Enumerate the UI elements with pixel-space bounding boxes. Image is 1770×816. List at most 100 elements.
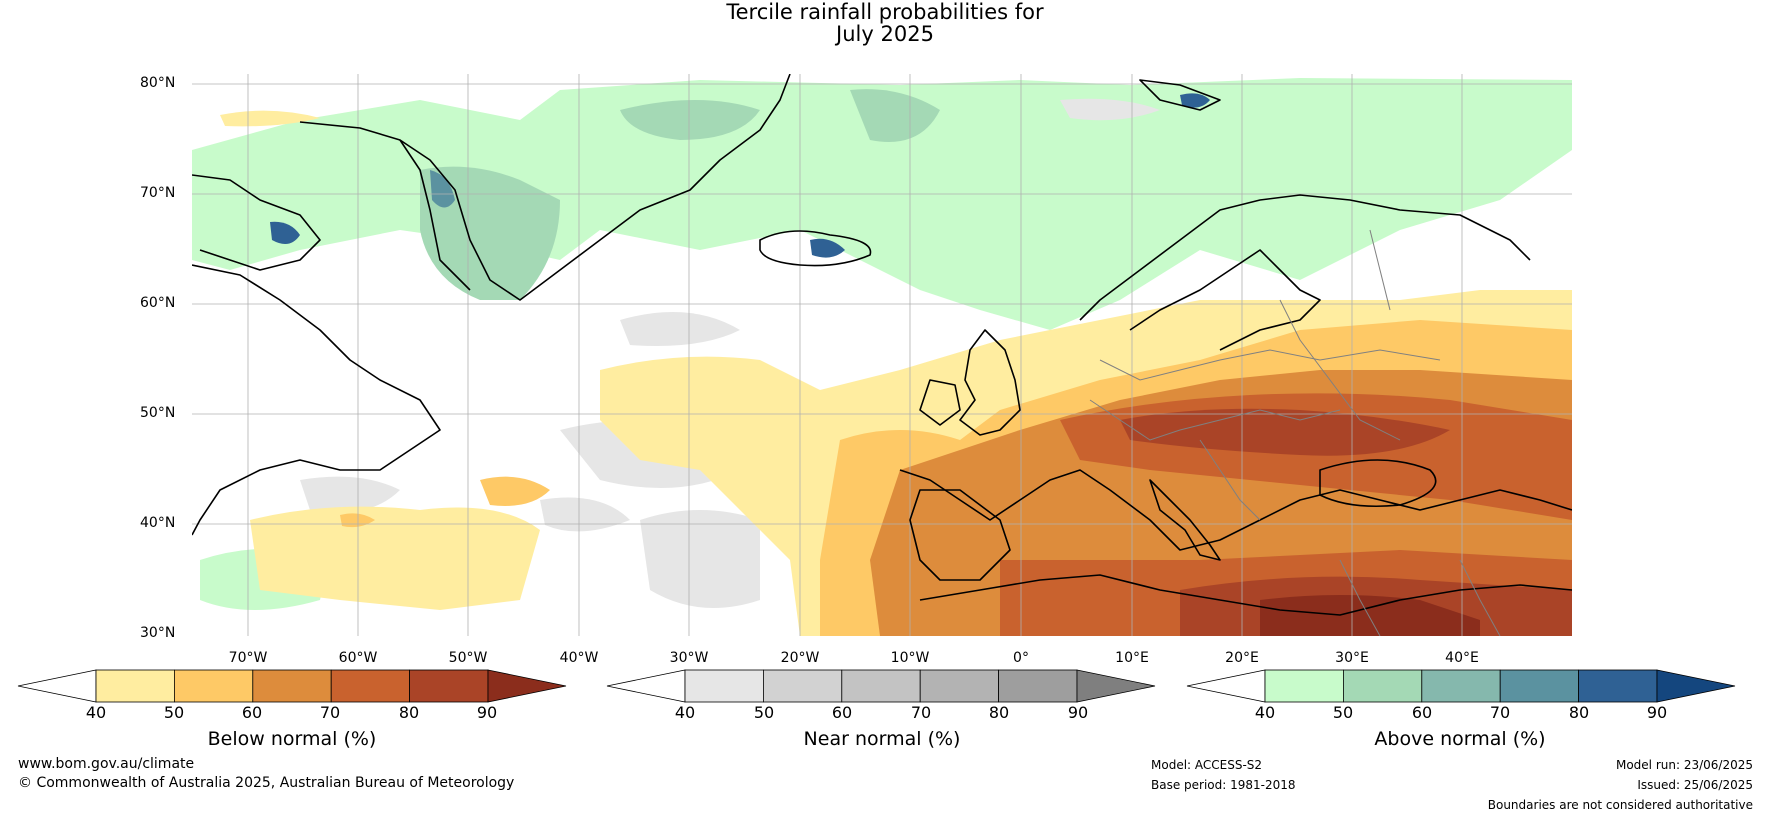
colorbar-segment bbox=[1421, 669, 1501, 703]
svalbard-coast bbox=[1139, 79, 1221, 111]
colorbar-below-normal bbox=[17, 669, 567, 703]
colorbar-tick: 90 bbox=[1067, 703, 1089, 722]
colorbar-segment bbox=[95, 669, 175, 703]
british-isles-coast bbox=[919, 329, 1021, 436]
country-borders bbox=[1089, 229, 1501, 636]
lon-label: 40°E bbox=[1445, 650, 1479, 666]
scandinavia-coast bbox=[1079, 194, 1531, 351]
greenland-coast bbox=[399, 139, 471, 291]
lon-label: 20°W bbox=[780, 650, 820, 666]
colorbar-segment bbox=[1343, 669, 1423, 703]
map-subtitle: July 2025 bbox=[836, 22, 934, 46]
italy-coast bbox=[1149, 479, 1221, 561]
colorbar-tick: 40 bbox=[674, 703, 696, 722]
colorbar-label-near: Near normal (%) bbox=[803, 728, 961, 750]
map-title: Tercile rainfall probabilities for bbox=[726, 0, 1044, 24]
coastlines bbox=[192, 74, 1572, 616]
colorbar-tick: 50 bbox=[163, 703, 185, 722]
colorbar-tick: 60 bbox=[1411, 703, 1433, 722]
colorbar-tick: 40 bbox=[1254, 703, 1276, 722]
colorbar-tick: 60 bbox=[831, 703, 853, 722]
colorbar-tick: 70 bbox=[319, 703, 341, 722]
lat-label: 60°N bbox=[140, 295, 176, 311]
colorbar-extend-low bbox=[1186, 669, 1266, 703]
colorbar-segment bbox=[1499, 669, 1579, 703]
colorbar-tick: 70 bbox=[1489, 703, 1511, 722]
below-normal-region bbox=[1260, 595, 1480, 636]
near-normal-region bbox=[620, 312, 740, 346]
colorbar-tick: 80 bbox=[988, 703, 1010, 722]
colorbar-segment bbox=[173, 669, 254, 703]
above-normal-region bbox=[810, 238, 845, 258]
colorbar-segment bbox=[684, 669, 764, 703]
iceland-coast bbox=[759, 230, 872, 267]
above-normal-region bbox=[430, 170, 455, 208]
north-africa-coast bbox=[919, 574, 1572, 616]
colorbar-segment bbox=[409, 669, 489, 703]
below-normal-region bbox=[220, 110, 320, 127]
near-normal-region bbox=[640, 510, 760, 608]
probability-fields bbox=[192, 78, 1572, 636]
lon-label: 30°W bbox=[669, 650, 709, 666]
colorbar-tick: 90 bbox=[1646, 703, 1668, 722]
colorbar-extend-high bbox=[1076, 669, 1156, 703]
greenland-coast bbox=[299, 74, 791, 301]
website-link[interactable]: www.bom.gov.au/climate bbox=[18, 756, 195, 772]
colorbar-segment bbox=[1264, 669, 1344, 703]
colorbar-extend-low bbox=[606, 669, 686, 703]
colorbar-segment bbox=[763, 669, 843, 703]
model-name: Model: ACCESS-S2 bbox=[1151, 758, 1263, 772]
lon-label: 60°W bbox=[338, 650, 378, 666]
above-normal-region bbox=[1180, 93, 1210, 108]
lon-label: 50°W bbox=[448, 650, 488, 666]
colorbar-tick: 50 bbox=[753, 703, 775, 722]
labrador-coast bbox=[192, 264, 441, 536]
colorbar-segment bbox=[1578, 669, 1658, 703]
above-normal-region bbox=[192, 78, 1572, 330]
lon-label: 30°E bbox=[1335, 650, 1369, 666]
colorbar-segment bbox=[330, 669, 411, 703]
lon-label: 10°W bbox=[890, 650, 930, 666]
boundary-disclaimer: Boundaries are not considered authoritat… bbox=[1487, 798, 1753, 812]
colorbars bbox=[17, 669, 1736, 703]
near-normal-region bbox=[1060, 98, 1160, 121]
colorbar-tick: 40 bbox=[85, 703, 107, 722]
colorbar-tick: 80 bbox=[398, 703, 420, 722]
baffin-coast bbox=[192, 174, 321, 271]
above-normal-region bbox=[270, 221, 300, 244]
above-normal-region bbox=[850, 89, 940, 142]
colorbar-tick: 50 bbox=[1332, 703, 1354, 722]
lat-label: 70°N bbox=[140, 185, 176, 201]
colorbar-tick: 60 bbox=[241, 703, 263, 722]
below-normal-region bbox=[250, 506, 540, 610]
iberia-coast bbox=[909, 489, 1011, 581]
colorbar-segment bbox=[841, 669, 921, 703]
colorbar-above-normal bbox=[1186, 669, 1736, 703]
colorbar-extend-high bbox=[487, 669, 567, 703]
lon-label: 40°W bbox=[559, 650, 599, 666]
graticule bbox=[192, 74, 1572, 636]
copyright-text: © Commonwealth of Australia 2025, Austra… bbox=[18, 775, 515, 791]
lon-label: 10°E bbox=[1115, 650, 1149, 666]
near-normal-region bbox=[540, 497, 630, 532]
colorbar-tick: 70 bbox=[910, 703, 932, 722]
lon-label: 0° bbox=[1013, 650, 1029, 666]
colorbar-near-normal bbox=[606, 669, 1156, 703]
lon-label: 70°W bbox=[228, 650, 268, 666]
colorbar-extend-low bbox=[17, 669, 97, 703]
colorbar-segment bbox=[919, 669, 1000, 703]
black-sea-coast bbox=[1319, 459, 1437, 508]
colorbar-label-below: Below normal (%) bbox=[207, 728, 377, 750]
above-normal-region bbox=[620, 100, 760, 140]
colorbar-tick: 80 bbox=[1568, 703, 1590, 722]
issued-date: Issued: 25/06/2025 bbox=[1637, 778, 1753, 792]
colorbar-label-above: Above normal (%) bbox=[1374, 728, 1546, 750]
near-normal-region bbox=[300, 476, 400, 513]
base-period: Base period: 1981-2018 bbox=[1151, 778, 1296, 792]
colorbar-extend-high bbox=[1656, 669, 1736, 703]
lat-label: 50°N bbox=[140, 405, 176, 421]
colorbar-tick: 90 bbox=[476, 703, 498, 722]
colorbar-segment bbox=[252, 669, 332, 703]
lat-label: 80°N bbox=[140, 75, 176, 91]
